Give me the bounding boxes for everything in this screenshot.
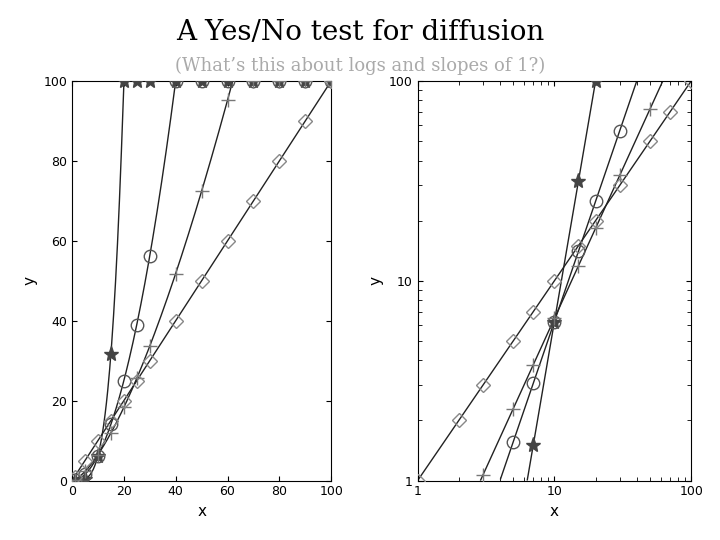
Y-axis label: y: y [23, 276, 37, 285]
X-axis label: x: x [197, 504, 206, 519]
Y-axis label: y: y [369, 276, 383, 285]
Text: (What’s this about logs and slopes of 1?): (What’s this about logs and slopes of 1?… [175, 57, 545, 75]
Text: A Yes/No test for diffusion: A Yes/No test for diffusion [176, 19, 544, 46]
X-axis label: x: x [550, 504, 559, 519]
